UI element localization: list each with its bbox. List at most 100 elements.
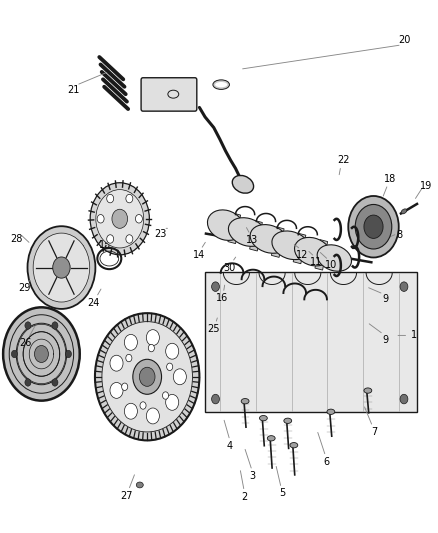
Text: 25: 25: [208, 324, 220, 334]
Circle shape: [96, 190, 144, 248]
Circle shape: [173, 369, 186, 385]
Text: 1: 1: [411, 330, 417, 341]
Bar: [205, 272, 417, 413]
Circle shape: [166, 394, 179, 410]
Ellipse shape: [327, 409, 335, 415]
Circle shape: [212, 282, 219, 292]
Circle shape: [110, 383, 123, 398]
Circle shape: [400, 394, 408, 404]
Polygon shape: [272, 227, 284, 257]
Ellipse shape: [317, 245, 352, 271]
Circle shape: [162, 392, 169, 399]
Circle shape: [90, 183, 149, 255]
Text: 22: 22: [337, 156, 349, 165]
Text: 4: 4: [227, 441, 233, 451]
Circle shape: [97, 215, 104, 223]
Circle shape: [102, 321, 192, 432]
Text: 29: 29: [18, 282, 30, 293]
Circle shape: [166, 363, 173, 370]
Text: 24: 24: [88, 297, 100, 308]
Circle shape: [33, 233, 90, 302]
Polygon shape: [293, 233, 306, 264]
Text: 18: 18: [384, 174, 396, 184]
Polygon shape: [315, 239, 328, 270]
Ellipse shape: [272, 231, 310, 260]
Text: 11: 11: [311, 257, 323, 267]
FancyBboxPatch shape: [141, 78, 197, 111]
Text: 10: 10: [325, 261, 337, 270]
Text: 5: 5: [279, 488, 285, 498]
Text: 28: 28: [11, 234, 23, 244]
Circle shape: [35, 345, 48, 362]
Circle shape: [65, 350, 71, 358]
Circle shape: [140, 402, 146, 409]
Ellipse shape: [294, 237, 331, 266]
Ellipse shape: [215, 82, 227, 87]
Text: 15: 15: [99, 240, 111, 251]
Ellipse shape: [267, 435, 275, 441]
Text: 17: 17: [73, 245, 85, 255]
Text: 7: 7: [371, 427, 377, 437]
Text: 13: 13: [246, 235, 258, 245]
Circle shape: [133, 359, 162, 394]
Text: 26: 26: [19, 338, 32, 349]
Circle shape: [126, 354, 132, 362]
Circle shape: [146, 330, 159, 345]
Text: 2: 2: [241, 491, 247, 502]
Circle shape: [107, 195, 114, 203]
Ellipse shape: [232, 175, 254, 193]
Ellipse shape: [259, 416, 267, 421]
Text: 3: 3: [249, 471, 255, 481]
Circle shape: [126, 235, 133, 243]
Text: 27: 27: [120, 490, 133, 500]
Circle shape: [148, 344, 154, 352]
Circle shape: [126, 195, 133, 203]
Circle shape: [355, 205, 392, 249]
Ellipse shape: [136, 482, 143, 488]
Circle shape: [3, 308, 80, 401]
Ellipse shape: [228, 217, 266, 246]
Text: 23: 23: [154, 229, 166, 239]
Circle shape: [139, 367, 155, 386]
Circle shape: [122, 383, 128, 391]
Circle shape: [112, 209, 127, 228]
Circle shape: [25, 322, 31, 329]
Circle shape: [28, 226, 95, 309]
Circle shape: [95, 313, 199, 440]
Ellipse shape: [284, 418, 292, 423]
Polygon shape: [250, 221, 262, 251]
Circle shape: [135, 215, 142, 223]
Text: 14: 14: [193, 250, 205, 260]
Circle shape: [110, 355, 123, 371]
Ellipse shape: [290, 442, 298, 448]
Ellipse shape: [241, 399, 249, 404]
Circle shape: [146, 408, 159, 424]
Ellipse shape: [401, 209, 407, 214]
Text: 20: 20: [398, 35, 410, 45]
Text: 21: 21: [67, 85, 79, 95]
Circle shape: [25, 379, 31, 386]
Circle shape: [53, 257, 70, 278]
Text: 9: 9: [382, 335, 389, 345]
Circle shape: [107, 235, 114, 243]
Circle shape: [348, 196, 399, 257]
Text: 6: 6: [324, 457, 330, 466]
Ellipse shape: [213, 80, 230, 90]
Text: 8: 8: [396, 230, 402, 240]
Circle shape: [212, 394, 219, 404]
Circle shape: [166, 343, 179, 359]
Text: 19: 19: [420, 181, 432, 191]
Circle shape: [124, 334, 138, 350]
Text: 9: 9: [382, 294, 389, 304]
Circle shape: [124, 403, 138, 419]
Ellipse shape: [364, 388, 372, 393]
Circle shape: [52, 322, 58, 329]
Polygon shape: [228, 213, 240, 244]
Text: 12: 12: [297, 250, 309, 260]
Text: 30: 30: [224, 263, 236, 272]
Circle shape: [400, 282, 408, 292]
Ellipse shape: [250, 224, 288, 253]
Ellipse shape: [208, 210, 244, 240]
Circle shape: [364, 215, 383, 238]
Circle shape: [52, 379, 58, 386]
